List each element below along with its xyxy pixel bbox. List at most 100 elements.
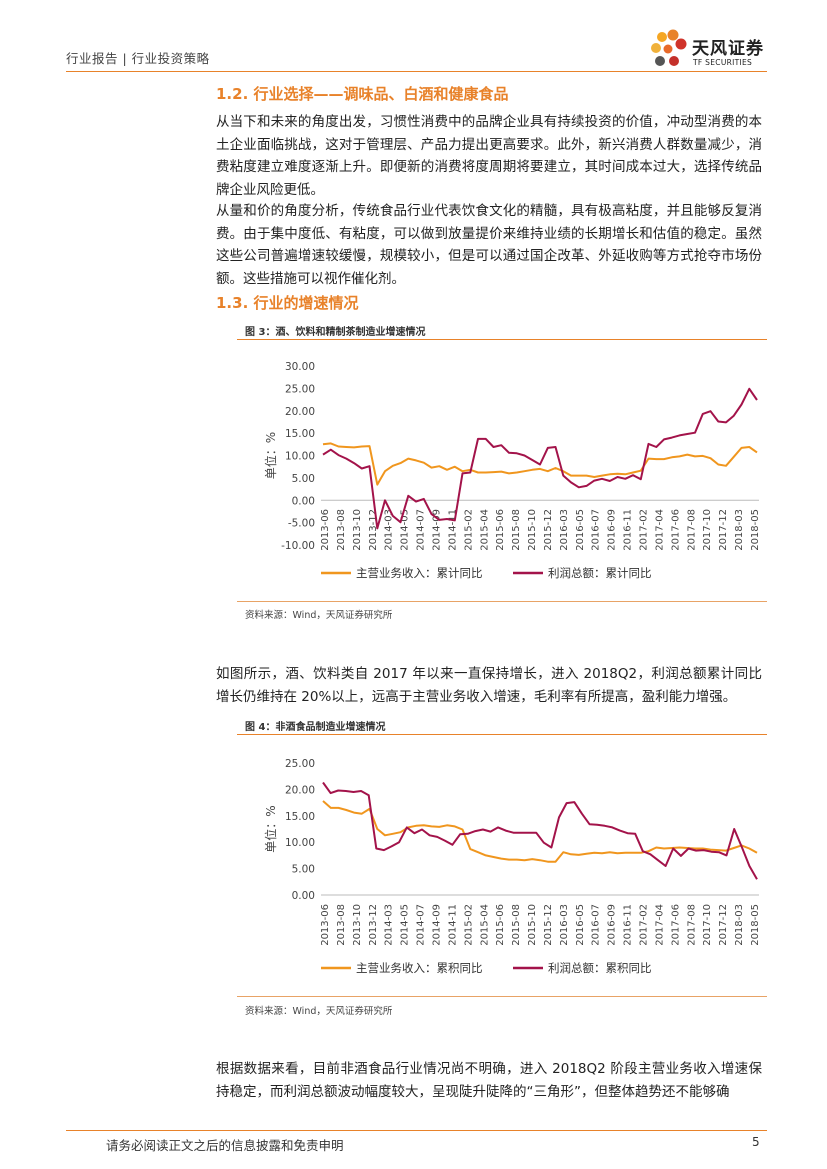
figure-4-top-rule [237,734,767,735]
x-tick-label: 2017-12 [718,904,729,946]
y-tick-label: 25.00 [285,758,315,770]
x-tick-label: 2016-11 [623,904,634,946]
x-tick-label: 2016-05 [575,509,586,551]
logo-text-en: TF SECURITIES [693,58,752,67]
footer-disclaimer: 请务必阅读正文之后的信息披露和免责申明 [106,1135,344,1154]
series-line-2 [323,783,757,880]
series-line-2 [323,389,757,529]
header-breadcrumb: 行业报告 | 行业投资策略 [66,48,210,67]
y-tick-label: 20.00 [285,784,315,796]
x-tick-label: 2017-02 [639,904,650,946]
x-tick-label: 2015-02 [463,904,474,946]
legend-label-1: 主营业务收入：累积同比 [356,961,483,975]
x-tick-label: 2014-11 [447,904,458,946]
x-tick-label: 2016-09 [607,509,618,551]
legend-label-2: 利润总额：累计同比 [548,566,652,580]
y-tick-label: 5.00 [292,864,315,876]
x-tick-label: 2016-09 [607,904,618,946]
x-tick-label: 2017-08 [686,509,697,551]
x-tick-label: 2017-06 [670,904,681,946]
x-tick-label: 2013-08 [336,509,347,551]
section-1-2-title: 1.2. 行业选择——调味品、白酒和健康食品 [216,83,509,104]
y-axis-label: 单位：% [263,805,278,852]
y-axis-label: 单位：% [263,432,278,479]
x-tick-label: 2015-06 [495,904,506,946]
x-tick-label: 2014-05 [400,904,411,946]
page-number: 5 [752,1135,760,1149]
section-1-2-paragraph-2: 从量和价的角度分析，传统食品行业代表饮食文化的精髓，具有极高粘度，并且能够反复消… [216,200,762,290]
x-tick-label: 2018-05 [750,904,761,946]
legend-label-2: 利润总额：累积同比 [548,961,652,975]
x-tick-label: 2013-10 [352,509,363,551]
y-tick-label: 10.00 [285,451,315,463]
analysis-paragraph-fig3: 如图所示，酒、饮料类自 2017 年以来一直保持增长，进入 2018Q2，利润总… [216,663,762,708]
x-tick-label: 2015-10 [527,904,538,946]
y-tick-label: 20.00 [285,406,315,418]
x-tick-label: 2013-10 [352,904,363,946]
x-tick-label: 2015-12 [543,509,554,551]
x-tick-label: 2015-04 [479,509,490,551]
x-tick-label: 2015-10 [527,509,538,551]
x-tick-label: 2017-10 [702,509,713,551]
figure-3-chart: 30.00 25.00 20.00 15.00 10.00 5.00 0.00 -5.00 -1… [237,342,767,600]
y-tick-label: 15.00 [285,428,315,440]
y-tick-label: 25.00 [285,383,315,395]
figure-3-source: 资料来源：Wind，天风证券研究所 [245,607,392,621]
logo-text-cn: 天风证券 [692,34,764,59]
x-tick-label: 2016-03 [559,904,570,946]
x-tick-label: 2016-11 [623,509,634,551]
y-tick-label: 30.00 [285,361,315,373]
x-tick-label: 2013-08 [336,904,347,946]
section-1-2-paragraph-1: 从当下和未来的角度出发，习惯性消费中的品牌企业具有持续投资的价值，冲动型消费的本… [216,111,762,201]
x-tick-label: 2017-10 [702,904,713,946]
x-tick-label: 2014-03 [384,904,395,946]
y-tick-label: -10.00 [281,540,315,552]
x-tick-label: 2017-04 [654,904,665,946]
y-tick-label: 0.00 [292,890,315,902]
company-logo: 天风证券 TF SECURITIES [648,28,768,74]
analysis-paragraph-fig4: 根据数据来看，目前非酒食品行业情况尚不明确，进入 2018Q2 阶段主营业务收入… [216,1058,762,1103]
y-tick-label: 15.00 [285,811,315,823]
x-tick-label: 2016-07 [591,904,602,946]
x-tick-label: 2016-03 [559,509,570,551]
logo-petals-icon [648,28,690,74]
figure-3-bottom-rule [237,601,767,602]
x-tick-label: 2017-04 [654,509,665,551]
y-tick-label: 10.00 [285,837,315,849]
x-tick-label: 2018-05 [750,509,761,551]
x-tick-label: 2015-08 [511,904,522,946]
x-tick-label: 2015-04 [479,904,490,946]
footer-divider [66,1130,767,1131]
y-tick-label: 0.00 [292,495,315,507]
x-tick-label: 2014-07 [416,904,427,946]
figure-4-source: 资料来源：Wind，天风证券研究所 [245,1003,392,1017]
figure-4-bottom-rule [237,996,767,997]
y-tick-label: -5.00 [288,518,315,530]
x-tick-label: 2013-06 [320,904,331,946]
x-tick-label: 2013-06 [320,509,331,551]
x-tick-label: 2017-12 [718,509,729,551]
legend-label-1: 主营业务收入：累计同比 [356,566,483,580]
x-tick-label: 2015-06 [495,509,506,551]
x-tick-label: 2018-03 [734,904,745,946]
x-tick-label: 2014-07 [416,509,427,551]
x-tick-label: 2014-11 [447,509,458,551]
x-tick-label: 2017-02 [639,509,650,551]
x-tick-label: 2018-03 [734,509,745,551]
figure-4-chart: 25.00 20.00 15.00 10.00 5.00 0.00 单位：% 2013-06 2… [237,737,767,995]
x-tick-label: 2016-07 [591,509,602,551]
figure-3-top-rule [237,339,767,340]
x-tick-label: 2014-05 [400,509,411,551]
x-tick-label: 2015-12 [543,904,554,946]
x-tick-label: 2015-08 [511,509,522,551]
x-tick-label: 2013-12 [368,509,379,551]
x-tick-label: 2014-09 [431,904,442,946]
section-1-3-title: 1.3. 行业的增速情况 [216,292,359,313]
figure-4-title: 图 4：非酒食品制造业增速情况 [245,718,385,733]
x-tick-label: 2016-05 [575,904,586,946]
x-tick-label: 2017-06 [670,509,681,551]
y-tick-label: 5.00 [292,473,315,485]
header-divider [66,71,767,72]
x-tick-label: 2015-02 [463,509,474,551]
x-tick-label: 2013-12 [368,904,379,946]
